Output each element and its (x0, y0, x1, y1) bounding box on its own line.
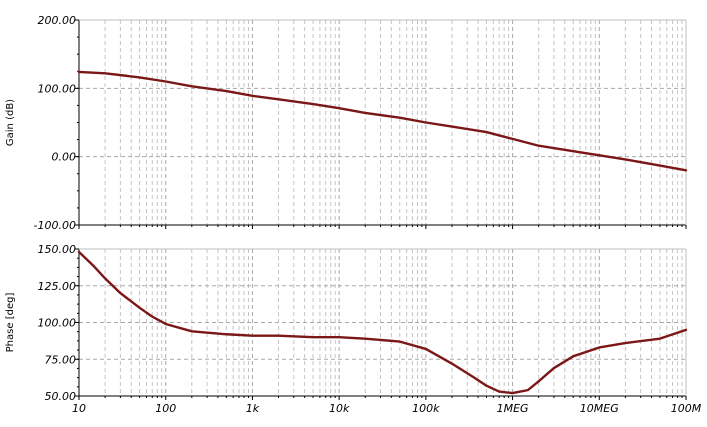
phase-xtick-label: 10k (329, 402, 350, 415)
gain-plot: 200.00 100.00 0.00 -100.00 Gain (dB) (5, 14, 688, 232)
phase-xtick-label: 100 (155, 402, 176, 415)
phase-ytick-label: 75.00 (45, 353, 77, 366)
phase-ytick-label: 100.00 (38, 317, 77, 330)
phase-ylabel: Phase [deg] (5, 293, 16, 353)
gain-ytick-label: 200.00 (38, 14, 77, 27)
gain-series-line (77, 70, 688, 172)
phase-xtick-label: 1k (246, 402, 260, 415)
phase-xtick-label: 1MEG (497, 402, 529, 415)
phase-series-line (77, 250, 688, 395)
phase-ytick-label: 125.00 (38, 280, 77, 293)
gain-plot-area (79, 20, 686, 225)
gain-ytick-label: 100.00 (38, 82, 77, 95)
phase-ytick-label: 50.00 (45, 390, 77, 403)
phase-xtick-label: 100k (412, 402, 440, 415)
gain-ytick-label: -100.00 (34, 219, 76, 232)
gain-ylabel: Gain (dB) (5, 99, 16, 146)
phase-xtick-label: 100M (671, 402, 702, 415)
phase-xtick-label: 10 (72, 402, 86, 415)
phase-ytick-label: 150.00 (38, 243, 77, 256)
phase-xtick-label: 10MEG (580, 402, 619, 415)
gain-ytick-label: 0.00 (52, 151, 77, 164)
